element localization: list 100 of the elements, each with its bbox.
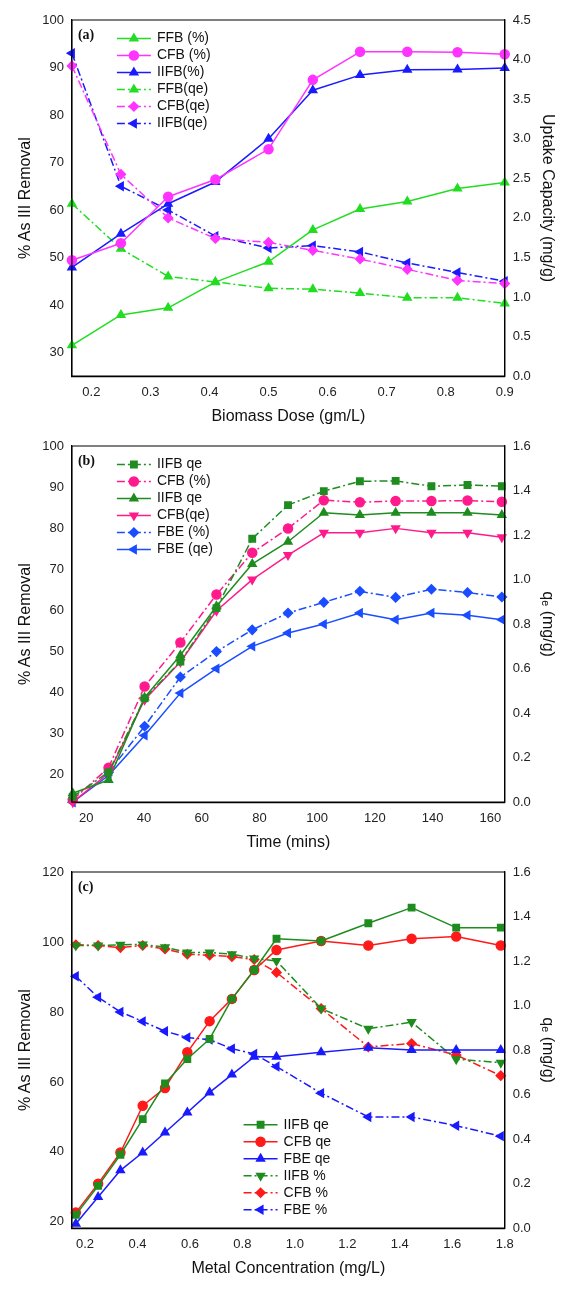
y2-tick-label: 0.4 <box>512 1130 531 1146</box>
y2-axis-title: Uptake Capacity (mg/g) <box>539 114 557 283</box>
x-tick-label: 160 <box>479 809 502 825</box>
x-tick-label: 0.8 <box>436 383 455 399</box>
x-tick-label: 1.6 <box>443 1235 462 1251</box>
x-axis-title: Time (mins) <box>246 832 331 850</box>
y-tick-label: 70 <box>49 560 64 576</box>
y-tick-label: 120 <box>42 863 64 879</box>
legend-label: CFB (%) <box>156 472 211 489</box>
y-tick-label: 100 <box>42 11 64 27</box>
y2-tick-label: 0.6 <box>512 1086 531 1102</box>
x-tick-label: 0.5 <box>259 383 278 399</box>
legend-label: FFB (%) <box>156 29 209 46</box>
y2-tick-label: 3.5 <box>512 90 531 106</box>
y-tick-label: 50 <box>49 249 64 265</box>
y-tick-label: 90 <box>49 478 64 494</box>
y2-tick-label: 0.2 <box>512 749 531 765</box>
y2-axis-title: qₑ (mg/g) <box>539 591 557 657</box>
y2-tick-label: 1.6 <box>512 863 531 879</box>
x-tick-label: 1.8 <box>495 1235 514 1251</box>
y2-tick-label: 1.0 <box>512 571 531 587</box>
legend-label: IIFB % <box>283 1166 326 1183</box>
x-tick-label: 120 <box>364 809 386 825</box>
y2-tick-label: 2.0 <box>512 209 531 225</box>
annotation: (a) <box>77 26 95 43</box>
y2-tick-label: 1.2 <box>512 952 531 968</box>
x-tick-label: 20 <box>79 809 94 825</box>
y2-tick-label: 0.5 <box>512 328 531 344</box>
y-tick-label: 100 <box>42 437 64 453</box>
y-tick-label: 50 <box>49 642 64 658</box>
legend-label: CFB(qe) <box>156 97 210 114</box>
y2-tick-label: 0.0 <box>512 367 531 383</box>
y-tick-label: 90 <box>49 59 64 75</box>
x-axis-title: Metal Concentration (mg/L) <box>191 1258 386 1276</box>
y2-tick-label: 1.2 <box>512 526 531 542</box>
legend-label: FBE % <box>283 1200 328 1217</box>
y-tick-label: 30 <box>49 724 64 740</box>
y-tick-label: 40 <box>49 296 64 312</box>
x-tick-label: 1.2 <box>338 1235 357 1251</box>
y2-tick-label: 0.4 <box>512 704 531 720</box>
x-tick-label: 60 <box>194 809 209 825</box>
y-tick-label: 80 <box>49 1003 64 1019</box>
y-tick-label: 60 <box>49 1073 64 1089</box>
legend-label: IIFB(qe) <box>156 114 208 131</box>
x-tick-label: 1.0 <box>285 1235 304 1251</box>
x-tick-label: 0.8 <box>233 1235 252 1251</box>
y2-tick-label: 0.8 <box>512 1041 531 1057</box>
y2-tick-label: 0.6 <box>512 660 531 676</box>
legend-label: IIFB qe <box>156 489 203 506</box>
x-tick-label: 40 <box>136 809 152 825</box>
x-tick-label: 0.6 <box>318 383 337 399</box>
legend-label: CFB (%) <box>156 46 211 63</box>
x-tick-label: 0.6 <box>180 1235 199 1251</box>
legend-label: CFB % <box>283 1183 328 1200</box>
legend-label: FBE qe <box>283 1149 331 1166</box>
legend-label: CFB(qe) <box>156 506 210 523</box>
y2-tick-label: 1.4 <box>512 482 531 498</box>
x-tick-label: 80 <box>252 809 267 825</box>
legend-label: FBE (%) <box>156 523 210 540</box>
y-tick-label: 80 <box>49 519 64 535</box>
y-tick-label: 60 <box>49 601 64 617</box>
y2-tick-label: 4.0 <box>512 51 531 67</box>
y2-tick-label: 1.5 <box>512 249 531 265</box>
y2-tick-label: 0.0 <box>512 1219 531 1235</box>
x-axis-title: Biomass Dose (gm/L) <box>211 406 366 424</box>
x-tick-label: 0.7 <box>377 383 396 399</box>
x-tick-label: 100 <box>306 809 329 825</box>
y2-tick-label: 0.0 <box>512 793 531 809</box>
y-axis-title: % As III Removal <box>16 137 34 260</box>
y2-tick-label: 1.0 <box>512 288 531 304</box>
x-tick-label: 0.4 <box>128 1235 147 1251</box>
y-tick-label: 40 <box>49 1143 64 1159</box>
y-axis-title: % As III Removal <box>16 989 34 1112</box>
x-tick-label: 0.4 <box>200 383 219 399</box>
annotation: (b) <box>77 452 96 469</box>
y2-axis-title: qₑ (mg/g) <box>539 1017 557 1083</box>
legend-label: CFB qe <box>283 1132 332 1149</box>
y2-tick-label: 3.0 <box>512 130 531 146</box>
legend-label: IIFB qe <box>283 1115 329 1132</box>
y2-tick-label: 0.2 <box>512 1175 531 1191</box>
y-tick-label: 70 <box>49 154 64 170</box>
legend-label: FFB(qe) <box>156 80 209 97</box>
y-tick-label: 80 <box>49 106 64 122</box>
y-tick-label: 60 <box>49 201 64 217</box>
x-tick-label: 0.3 <box>141 383 160 399</box>
legend-label: IIFB(%) <box>156 63 205 80</box>
y-tick-label: 30 <box>49 344 64 360</box>
y2-tick-label: 0.8 <box>512 615 531 631</box>
y-tick-label: 40 <box>49 683 64 699</box>
y-tick-label: 20 <box>49 1213 64 1229</box>
y2-tick-label: 4.5 <box>512 11 531 27</box>
y-axis-title: % As III Removal <box>16 563 34 686</box>
x-tick-label: 0.9 <box>495 383 514 399</box>
x-tick-label: 1.4 <box>390 1235 409 1251</box>
y2-tick-label: 1.6 <box>512 437 531 453</box>
y2-tick-label: 1.4 <box>512 908 531 924</box>
y2-tick-label: 1.0 <box>512 997 531 1013</box>
y2-tick-label: 2.5 <box>512 169 531 185</box>
legend-label: IIFB qe <box>156 455 203 472</box>
y-tick-label: 20 <box>49 765 64 781</box>
